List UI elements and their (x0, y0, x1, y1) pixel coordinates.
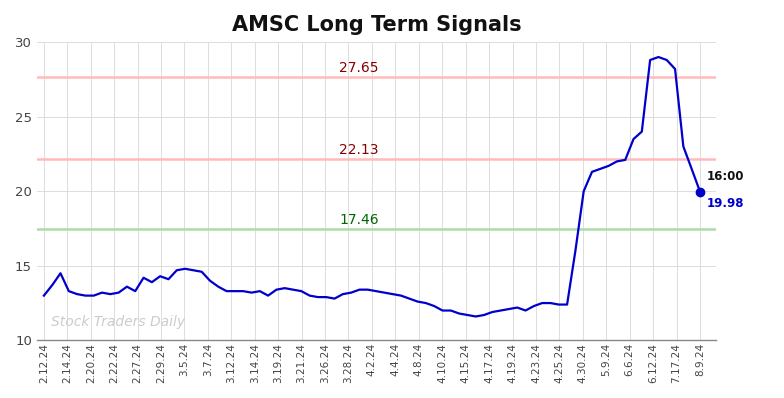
Text: Stock Traders Daily: Stock Traders Daily (51, 316, 185, 330)
Text: 17.46: 17.46 (339, 213, 379, 227)
Text: 27.65: 27.65 (339, 61, 379, 75)
Text: 19.98: 19.98 (707, 197, 745, 210)
Text: 16:00: 16:00 (707, 170, 745, 183)
Title: AMSC Long Term Signals: AMSC Long Term Signals (232, 15, 521, 35)
Text: 22.13: 22.13 (339, 143, 379, 157)
